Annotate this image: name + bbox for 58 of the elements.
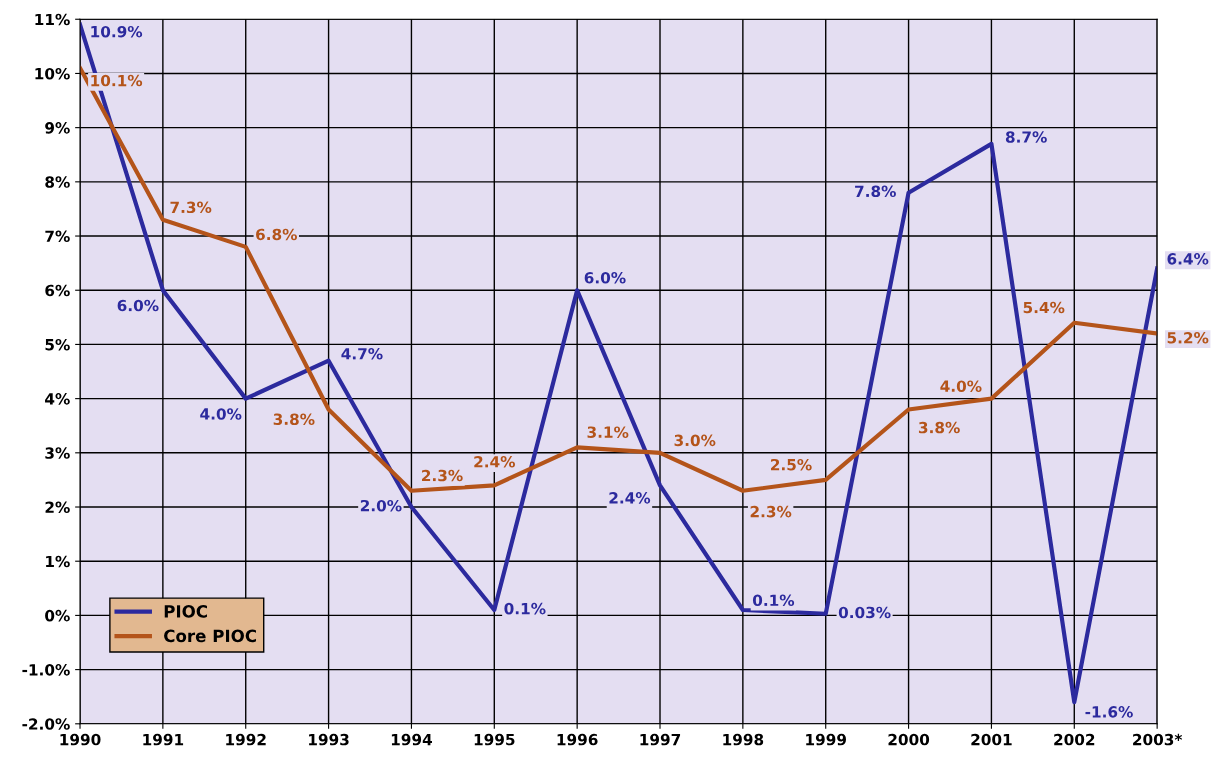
x-tick-label: 2000	[888, 733, 930, 746]
data-label: 3.8%	[918, 421, 960, 434]
y-tick-label: 9%	[45, 122, 70, 134]
y-tick-label: 0%	[45, 609, 70, 622]
y-tick-label: 7%	[45, 230, 70, 243]
x-tick-label: 1990	[60, 733, 101, 746]
data-label: 5.4%	[1023, 301, 1065, 314]
y-tick-label: 1%	[46, 555, 70, 568]
x-tick-label: 1994	[391, 733, 432, 746]
data-label: 7.3%	[170, 201, 212, 214]
data-label: 2.4%	[474, 455, 515, 468]
y-tick-label: -2.0%	[22, 718, 70, 730]
data-label: 6.0%	[117, 299, 159, 312]
data-label: 2.3%	[422, 469, 463, 482]
x-tick-label: 1998	[723, 733, 764, 746]
y-tick-label: -1.0%	[22, 664, 70, 676]
x-tick-label: 1992	[226, 733, 266, 746]
data-label: 5.2%	[1167, 332, 1209, 344]
data-label: 3.1%	[587, 426, 629, 438]
data-label: 10.1%	[91, 74, 143, 87]
data-label: 2.5%	[771, 458, 812, 471]
data-label: 2.0%	[360, 499, 402, 512]
y-tick-label: 11%	[35, 13, 70, 26]
x-tick-label: 2002	[1054, 733, 1095, 746]
x-tick-label: 2001	[971, 733, 1012, 746]
data-label: 4.7%	[341, 348, 383, 360]
data-label: 0.1%	[504, 602, 546, 615]
data-label: 3.0%	[674, 434, 716, 447]
data-label: 6.8%	[256, 228, 297, 241]
data-label: 0.1%	[752, 594, 795, 607]
data-label: 2.4%	[609, 492, 651, 504]
data-label: 3.8%	[273, 413, 315, 426]
data-label: 2.3%	[750, 505, 792, 518]
data-label: 7.8%	[855, 185, 896, 198]
data-label: 6.4%	[1167, 253, 1209, 265]
data-label: 8.7%	[1005, 131, 1047, 143]
x-tick-label: 1997	[640, 733, 681, 746]
y-tick-label: 2%	[45, 501, 70, 514]
x-tick-label: 1991	[143, 733, 184, 746]
data-label: 4.0%	[940, 380, 982, 392]
x-tick-label: 1995	[474, 733, 515, 746]
data-label: 4.0%	[200, 408, 242, 420]
y-tick-label: 6%	[45, 284, 70, 297]
x-tick-label: 1993	[309, 733, 349, 746]
y-tick-label: 8%	[45, 176, 70, 188]
y-tick-label: 4%	[45, 393, 70, 405]
data-label: 10.9%	[91, 25, 143, 38]
y-tick-label: 5%	[45, 338, 70, 351]
x-tick-label: 2003*	[1133, 733, 1183, 746]
data-label: 6.0%	[584, 272, 626, 284]
data-label: 0.03%	[838, 606, 891, 619]
y-tick-label: 10%	[35, 67, 70, 80]
x-tick-label: 1999	[806, 733, 846, 746]
y-tick-label: 3%	[45, 447, 70, 459]
legend-label: PIOC	[164, 605, 207, 618]
legend-label: Core PIOC	[164, 629, 256, 643]
x-tick-label: 1996	[557, 733, 598, 746]
data-label: -1.6%	[1085, 706, 1133, 718]
